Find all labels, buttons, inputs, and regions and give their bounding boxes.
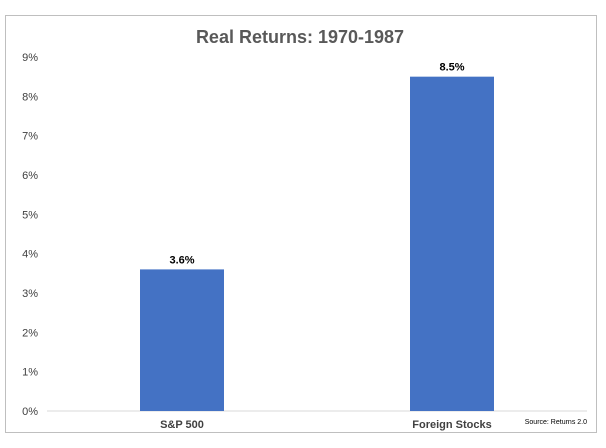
bar-data-label: 3.6% xyxy=(169,254,194,266)
y-tick-label: 7% xyxy=(22,131,38,143)
bar-data-label: 8.5% xyxy=(439,62,464,74)
y-tick-label: 2% xyxy=(22,327,38,339)
y-tick-label: 1% xyxy=(22,367,38,379)
source-note: Source: Returns 2.0 xyxy=(525,419,587,426)
x-category-label: Foreign Stocks xyxy=(412,419,491,431)
bar xyxy=(140,269,224,411)
y-tick-label: 0% xyxy=(22,406,38,418)
y-tick-label: 5% xyxy=(22,209,38,221)
y-tick-label: 9% xyxy=(22,52,38,64)
y-axis: 0% 1% 2% 3% 4% 5% 6% 7% 8% 9% xyxy=(22,52,38,418)
x-category-label: S&P 500 xyxy=(160,419,204,431)
y-tick-label: 8% xyxy=(22,91,38,103)
chart-frame xyxy=(5,15,597,433)
y-tick-label: 3% xyxy=(22,288,38,300)
bars: 3.6% 8.5% xyxy=(140,62,494,412)
y-tick-label: 6% xyxy=(22,170,38,182)
y-tick-label: 4% xyxy=(22,249,38,261)
bar xyxy=(410,76,494,412)
chart-title: Real Returns: 1970-1987 xyxy=(196,27,404,47)
x-axis: S&P 500 Foreign Stocks xyxy=(160,419,492,431)
